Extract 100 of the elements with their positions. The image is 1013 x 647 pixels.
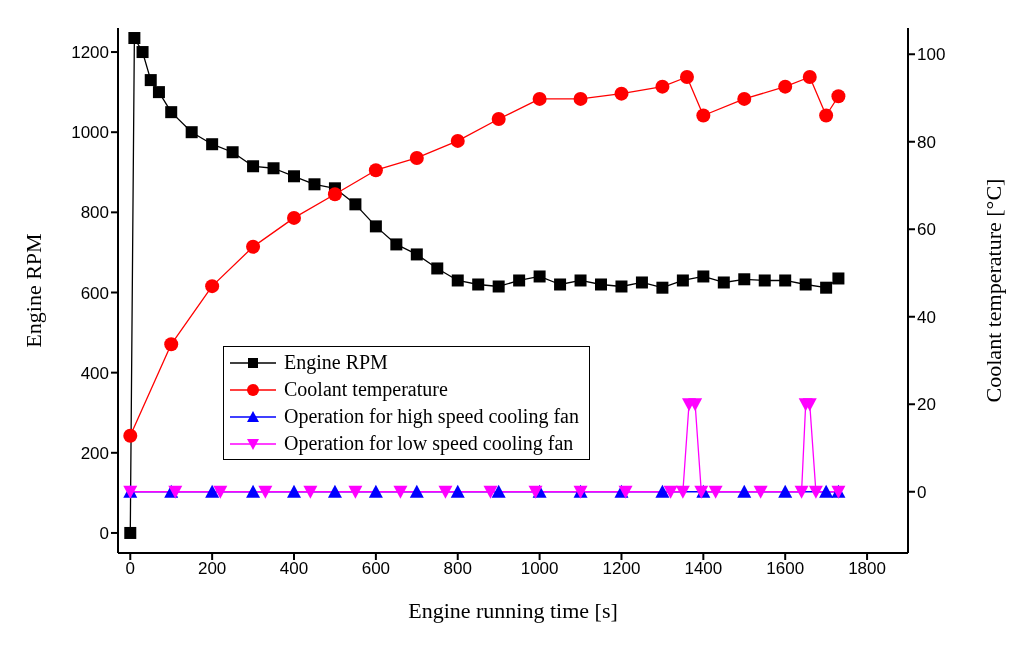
point: [737, 91, 752, 106]
point: [267, 162, 280, 175]
x-tick-label: 600: [361, 559, 391, 579]
point: [737, 484, 752, 498]
y-tick-label: 1000: [71, 123, 109, 143]
point: [697, 270, 710, 283]
point: [205, 484, 220, 498]
point: [595, 278, 608, 291]
point: [438, 485, 453, 499]
point: [618, 485, 633, 499]
x-tick-label: 1400: [684, 559, 723, 579]
legend-label: Operation for low speed cooling fan: [284, 431, 574, 457]
point: [246, 484, 261, 498]
y-tick-label: 0: [99, 524, 109, 543]
point: [393, 485, 408, 499]
point: [451, 274, 464, 287]
y2-tick-label: 80: [917, 132, 936, 152]
point: [185, 126, 198, 139]
point: [513, 274, 526, 287]
point: [409, 484, 424, 498]
point: [349, 198, 362, 211]
x-tick-label: 1000: [520, 559, 559, 579]
y-tick-label: 1200: [71, 43, 109, 63]
point: [483, 485, 498, 499]
legend-label: Coolant temperature: [284, 377, 448, 403]
point: [491, 112, 506, 126]
point: [410, 248, 423, 261]
point: [450, 484, 465, 498]
y-tick-label: 200: [80, 443, 109, 463]
point: [431, 262, 444, 275]
point: [758, 274, 771, 287]
x-tick-label: 0: [125, 559, 136, 579]
point: [206, 138, 219, 151]
point: [573, 91, 588, 106]
point: [128, 32, 141, 45]
point: [287, 210, 302, 225]
point: [717, 276, 730, 289]
point: [802, 398, 817, 412]
point: [303, 485, 318, 499]
point: [808, 485, 823, 499]
point: [614, 86, 629, 101]
point: [802, 70, 817, 84]
x-tick-label: 1200: [602, 559, 641, 579]
point: [409, 150, 424, 165]
point: [247, 160, 260, 173]
x-tick-label: 1600: [766, 559, 805, 579]
point: [450, 133, 465, 148]
point: [491, 484, 506, 498]
point: [528, 485, 543, 499]
point: [168, 485, 183, 499]
x-tick-label: 800: [443, 559, 472, 579]
point: [679, 70, 694, 84]
y-tick-label: 800: [80, 203, 109, 223]
point: [675, 485, 690, 499]
y2-tick-label: 20: [917, 395, 936, 415]
point: [144, 74, 157, 87]
point: [287, 484, 302, 498]
point: [327, 187, 342, 202]
x-tick-label: 1800: [848, 559, 886, 579]
point: [368, 484, 383, 498]
point: [348, 485, 363, 499]
point: [794, 485, 809, 499]
point: [308, 178, 321, 191]
point: [708, 485, 723, 499]
point: [165, 106, 178, 119]
point: [472, 278, 485, 291]
y2-tick-label: 0: [917, 482, 927, 502]
y-axis-title: Engine RPM: [20, 233, 46, 348]
point: [492, 280, 505, 293]
point: [635, 276, 648, 289]
point: [136, 46, 149, 59]
point: [368, 163, 383, 178]
x-tick-label: 400: [279, 559, 309, 579]
legend-label: Operation for high speed cooling fan: [284, 404, 579, 430]
legend-label: Engine RPM: [284, 350, 388, 376]
point: [655, 79, 670, 94]
y-tick-label: 600: [80, 283, 109, 303]
point: [258, 485, 273, 499]
point: [779, 274, 792, 287]
point: [327, 484, 342, 498]
point: [205, 279, 220, 294]
point: [778, 484, 793, 498]
x-tick-label: 200: [197, 559, 227, 579]
y2-tick-label: 60: [917, 220, 936, 240]
point: [213, 485, 228, 499]
point: [164, 337, 179, 352]
point: [820, 281, 833, 294]
point: [676, 274, 689, 287]
point: [663, 485, 678, 499]
point: [799, 278, 812, 291]
point: [753, 485, 768, 499]
point: [738, 273, 751, 286]
point: [533, 270, 546, 283]
point: [123, 428, 138, 443]
point: [574, 274, 587, 287]
point: [390, 238, 403, 251]
point: [819, 108, 834, 123]
y-tick-label: 400: [80, 363, 109, 383]
point: [124, 526, 137, 539]
point: [369, 220, 382, 233]
